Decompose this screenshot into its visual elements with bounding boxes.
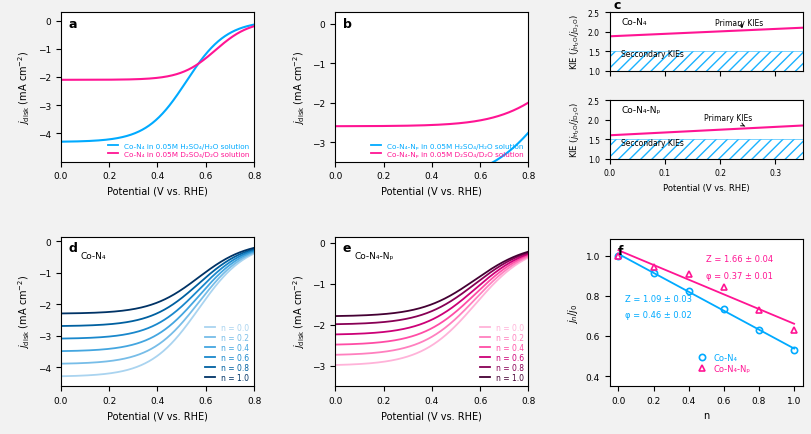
Co-N₄: [614, 253, 624, 259]
Legend: Co-N₄-Nₚ in 0.05M H₂SO₄/H₂O solution, Co-N₄-Nₚ in 0.05M D₂SO₄/D₂O solution: Co-N₄-Nₚ in 0.05M H₂SO₄/H₂O solution, Co…: [370, 142, 525, 159]
Co-N₄-Nₚ: [614, 253, 624, 259]
Text: Co-N₄-Nₚ: Co-N₄-Nₚ: [621, 105, 661, 115]
Co-N₄: [719, 306, 729, 312]
Legend: n = 0.0, n = 0.2, n = 0.4, n = 0.6, n = 0.8, n = 1.0: n = 0.0, n = 0.2, n = 0.4, n = 0.6, n = …: [204, 322, 251, 382]
X-axis label: Potential (V vs. RHE): Potential (V vs. RHE): [107, 411, 208, 421]
Text: Co-N₄-Nₚ: Co-N₄-Nₚ: [354, 252, 394, 261]
Legend: Co-N₄ in 0.05M H₂SO₄/H₂O solution, Co-N₄ in 0.05M D₂SO₄/D₂O solution: Co-N₄ in 0.05M H₂SO₄/H₂O solution, Co-N₄…: [106, 142, 251, 159]
Co-N₄-Nₚ: [719, 284, 729, 289]
Text: φ = 0.37 ± 0.01: φ = 0.37 ± 0.01: [706, 271, 773, 280]
Co-N₄: [754, 328, 764, 333]
Y-axis label: $\mathit{j}_n/\mathit{j}_0$: $\mathit{j}_n/\mathit{j}_0$: [566, 303, 580, 323]
Line: Co-N₄: Co-N₄: [616, 253, 797, 353]
Y-axis label: $\mathit{j}_{\mathrm{disk}}$ (mA cm$^{-2}$): $\mathit{j}_{\mathrm{disk}}$ (mA cm$^{-2…: [16, 51, 32, 125]
Text: Seccondary KIEs: Seccondary KIEs: [621, 138, 684, 148]
Text: Co-N₄: Co-N₄: [80, 252, 105, 261]
Text: Co-N₄: Co-N₄: [621, 18, 646, 26]
Y-axis label: KIE ($j_{\mathrm{H_2O}}/j_{\mathrm{D_2O}}$): KIE ($j_{\mathrm{H_2O}}/j_{\mathrm{D_2O}…: [569, 102, 582, 158]
Co-N₄-Nₚ: [789, 328, 799, 333]
Co-N₄: [684, 289, 693, 294]
Co-N₄-Nₚ: [754, 307, 764, 312]
X-axis label: Potential (V vs. RHE): Potential (V vs. RHE): [663, 184, 749, 193]
Text: c: c: [613, 0, 621, 13]
X-axis label: Potential (V vs. RHE): Potential (V vs. RHE): [381, 411, 483, 421]
Text: Z = 1.66 ± 0.04: Z = 1.66 ± 0.04: [706, 255, 774, 264]
Text: Primary KIEs: Primary KIEs: [714, 19, 763, 28]
Y-axis label: $\mathit{j}_{\mathrm{disk}}$ (mA cm$^{-2}$): $\mathit{j}_{\mathrm{disk}}$ (mA cm$^{-2…: [291, 51, 307, 125]
Y-axis label: $\mathit{j}_{\mathrm{disk}}$ (mA cm$^{-2}$): $\mathit{j}_{\mathrm{disk}}$ (mA cm$^{-2…: [16, 275, 32, 349]
Y-axis label: KIE ($j_{\mathrm{H_2O}}/j_{\mathrm{D_2O}}$): KIE ($j_{\mathrm{H_2O}}/j_{\mathrm{D_2O}…: [569, 15, 582, 70]
Text: d: d: [69, 241, 77, 254]
X-axis label: Potential (V vs. RHE): Potential (V vs. RHE): [107, 187, 208, 197]
Legend: n = 0.0, n = 0.2, n = 0.4, n = 0.6, n = 0.8, n = 1.0: n = 0.0, n = 0.2, n = 0.4, n = 0.6, n = …: [479, 322, 525, 382]
Text: Primary KIEs: Primary KIEs: [703, 114, 752, 127]
Text: e: e: [343, 241, 351, 254]
Legend: Co-N₄, Co-N₄-Nₚ: Co-N₄, Co-N₄-Nₚ: [695, 352, 752, 375]
Co-N₄: [789, 348, 799, 353]
Text: φ = 0.46 ± 0.02: φ = 0.46 ± 0.02: [625, 310, 692, 319]
Co-N₄: [649, 270, 659, 276]
Co-N₄-Nₚ: [649, 264, 659, 270]
X-axis label: n: n: [703, 411, 710, 421]
Text: f: f: [617, 244, 623, 257]
Text: Z = 1.09 ± 0.03: Z = 1.09 ± 0.03: [625, 294, 692, 303]
Text: a: a: [69, 17, 77, 30]
Line: Co-N₄-Nₚ: Co-N₄-Nₚ: [616, 253, 797, 333]
X-axis label: Potential (V vs. RHE): Potential (V vs. RHE): [381, 187, 483, 197]
Text: b: b: [343, 17, 352, 30]
Text: Seccondary KIEs: Seccondary KIEs: [621, 49, 684, 59]
Co-N₄-Nₚ: [684, 271, 693, 276]
Y-axis label: $\mathit{j}_{\mathrm{disk}}$ (mA cm$^{-2}$): $\mathit{j}_{\mathrm{disk}}$ (mA cm$^{-2…: [291, 275, 307, 349]
